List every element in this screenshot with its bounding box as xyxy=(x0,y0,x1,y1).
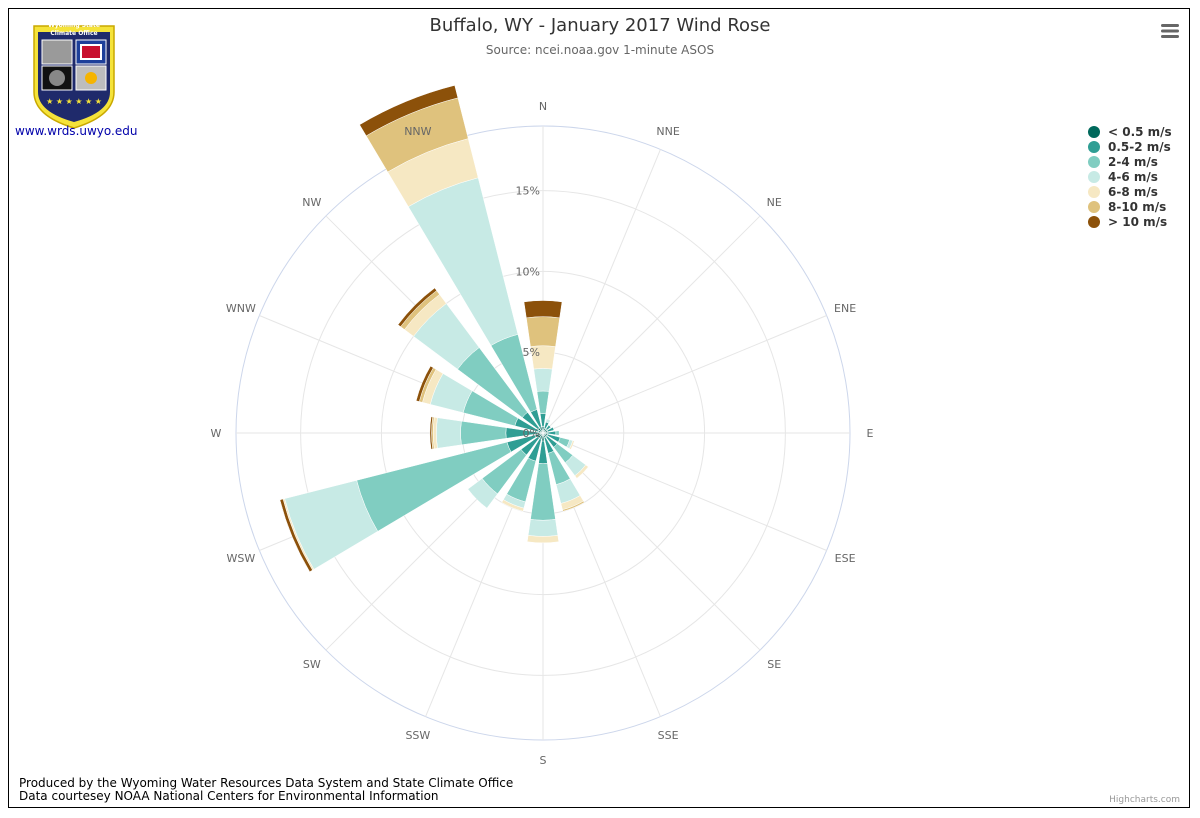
hamburger-menu-icon[interactable] xyxy=(1158,20,1182,42)
legend-item[interactable]: 2-4 m/s xyxy=(1088,154,1172,169)
legend-item[interactable]: 6-8 m/s xyxy=(1088,184,1172,199)
direction-label: SE xyxy=(767,658,781,671)
direction-label: NNE xyxy=(656,125,679,138)
direction-label: ENE xyxy=(834,302,856,315)
legend-swatch xyxy=(1088,155,1100,168)
wind-rose-bar[interactable] xyxy=(536,390,550,415)
legend-item[interactable]: 0.5-2 m/s xyxy=(1088,139,1172,154)
wind-rose-bar[interactable] xyxy=(526,535,560,544)
wind-rose-bar[interactable] xyxy=(397,287,438,328)
svg-text:Climate Office: Climate Office xyxy=(50,30,97,37)
svg-text:★ ★ ★ ★ ★ ★: ★ ★ ★ ★ ★ ★ xyxy=(46,97,102,106)
direction-label: NE xyxy=(767,196,782,209)
wind-rose-bar[interactable] xyxy=(527,519,559,537)
wind-rose-bar[interactable] xyxy=(279,498,313,573)
direction-label: SW xyxy=(303,658,321,671)
direction-label: SSW xyxy=(405,729,430,742)
footer-line-2: Data courtesey NOAA National Centers for… xyxy=(19,789,439,803)
wind-rose-bars xyxy=(279,85,589,573)
grid-spoke xyxy=(542,149,661,434)
highcharts-credit-link[interactable]: Highcharts.com xyxy=(1109,795,1180,805)
direction-label: N xyxy=(539,100,547,113)
legend-item[interactable]: 8-10 m/s xyxy=(1088,199,1172,214)
wind-rose-bar[interactable] xyxy=(460,420,507,446)
svg-text:Wyoming State: Wyoming State xyxy=(48,22,100,29)
legend-label: < 0.5 m/s xyxy=(1108,124,1172,139)
grid-spoke xyxy=(542,315,827,434)
radial-tick-label: 10% xyxy=(516,265,540,278)
legend-swatch xyxy=(1088,185,1100,198)
wind-rose-bar[interactable] xyxy=(436,417,462,449)
chart-subtitle: Source: ncei.noaa.gov 1-minute ASOS xyxy=(485,43,715,57)
legend-item[interactable]: > 10 m/s xyxy=(1088,214,1172,229)
wind-rose-bar[interactable] xyxy=(415,365,434,402)
direction-label: W xyxy=(211,427,222,440)
radial-tick-label: 15% xyxy=(516,185,540,198)
legend-label: 2-4 m/s xyxy=(1108,154,1158,169)
chart-frame xyxy=(8,8,1190,808)
legend-label: 6-8 m/s xyxy=(1108,184,1158,199)
wind-rose-bar[interactable] xyxy=(526,316,560,347)
logo-website-link[interactable]: www.wrds.uwyo.edu xyxy=(15,124,138,138)
direction-label: WNW xyxy=(226,302,256,315)
radial-tick-label: 5% xyxy=(523,346,540,359)
legend-item[interactable]: 4-6 m/s xyxy=(1088,169,1172,184)
wind-rose-bar[interactable] xyxy=(545,424,552,431)
wind-rose-bar[interactable] xyxy=(429,416,433,450)
legend-item[interactable]: < 0.5 m/s xyxy=(1088,124,1172,139)
wind-rose-bar[interactable] xyxy=(569,440,575,450)
legend-swatch xyxy=(1088,215,1100,228)
direction-label: NW xyxy=(302,196,321,209)
legend-label: > 10 m/s xyxy=(1108,214,1168,229)
wind-rose-bar[interactable] xyxy=(530,463,556,521)
legend-swatch xyxy=(1088,170,1100,183)
direction-label: ESE xyxy=(835,552,856,565)
wind-rose-bar[interactable] xyxy=(555,430,560,436)
direction-label: SSE xyxy=(658,729,679,742)
wind-rose-bar[interactable] xyxy=(501,499,525,512)
wind-rose-bar[interactable] xyxy=(359,85,459,137)
legend-label: 0.5-2 m/s xyxy=(1108,139,1171,154)
wind-rose-bar[interactable] xyxy=(533,368,553,392)
direction-label: WSW xyxy=(227,552,256,565)
axis-labels: N NNE NE ENE E ESE SE SSE S SSW SW WSW W WNW NW NNW 0% 5%… xyxy=(211,100,874,767)
wind-rose-bar[interactable] xyxy=(574,464,589,479)
wind-rose-bar[interactable] xyxy=(545,418,551,424)
radial-tick-label: 0% xyxy=(523,427,540,440)
wyoming-climate-office-logo: Wyoming State Climate Office ★ ★ ★ ★ ★ ★ xyxy=(33,22,115,129)
legend-label: 8-10 m/s xyxy=(1108,199,1167,214)
wind-rose-bar[interactable] xyxy=(523,300,563,319)
legend: < 0.5 m/s 0.5-2 m/s 2-4 m/s 4-6 m/s 6-8 m/s 8… xyxy=(1088,124,1172,229)
wind-rose-bar[interactable] xyxy=(546,426,555,433)
grid-spoke xyxy=(542,215,761,434)
legend-label: 4-6 m/s xyxy=(1108,169,1158,184)
direction-label: S xyxy=(540,754,547,767)
footer-line-1: Produced by the Wyoming Water Resources … xyxy=(19,776,514,790)
legend-swatch xyxy=(1088,140,1100,153)
footer-credits: Produced by the Wyoming Water Resources … xyxy=(19,777,513,803)
direction-label: NNW xyxy=(404,125,431,138)
legend-swatch xyxy=(1088,125,1100,138)
chart-title: Buffalo, WY - January 2017 Wind Rose xyxy=(429,15,771,36)
direction-label: E xyxy=(867,427,874,440)
wind-rose-bar[interactable] xyxy=(562,500,585,512)
wind-rose-bar[interactable] xyxy=(467,478,498,509)
legend-swatch xyxy=(1088,200,1100,213)
grid-spoke xyxy=(542,432,827,551)
